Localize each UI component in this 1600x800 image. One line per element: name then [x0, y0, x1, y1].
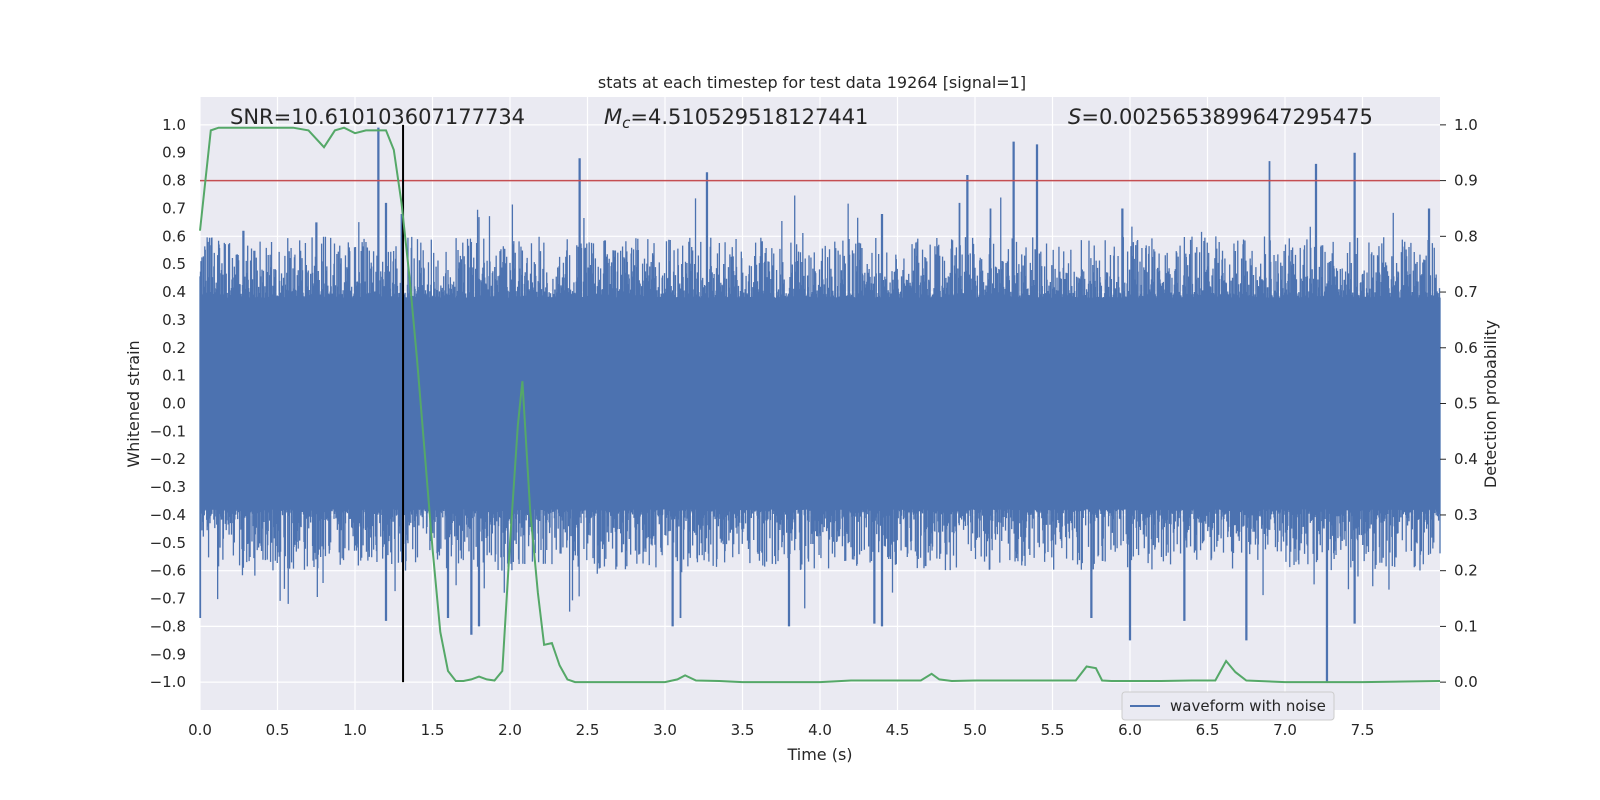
snr-annotation: SNR=10.610103607177734	[230, 105, 525, 129]
s-symbol: S	[1068, 105, 1081, 129]
y-right-tick-label: 1.0	[1454, 116, 1478, 134]
x-tick-label: 4.5	[886, 721, 910, 739]
y-axis-right-label: Detection probability	[1481, 320, 1500, 488]
x-tick-label: 2.5	[576, 721, 600, 739]
x-tick-label: 6.0	[1118, 721, 1142, 739]
x-axis-ticks: 0.0 0.5 1.0 1.5 2.0 2.5 3.0 3.5 4.0 4.5 5.0 5.5 6.0 6…	[188, 721, 1374, 739]
y-right-tick-label: 0.6	[1454, 339, 1478, 357]
s-value: =0.0025653899647295475	[1081, 105, 1373, 129]
y-left-tick-label: 0.2	[162, 339, 186, 357]
y-left-tick-label: −0.6	[150, 562, 186, 580]
x-tick-label: 1.0	[343, 721, 367, 739]
y-right-tick-label: 0.4	[1454, 450, 1478, 468]
y-left-tick-label: 0.8	[162, 172, 186, 190]
y-left-tick-label: −0.5	[150, 534, 186, 552]
y-right-tick-label: 0.3	[1454, 506, 1478, 524]
waveform-trace	[199, 127, 1441, 683]
x-tick-label: 4.0	[808, 721, 832, 739]
chirp-mass-subscript: c	[622, 114, 631, 132]
x-tick-label: 0.0	[188, 721, 212, 739]
y-axis-left-ticks: 1.0 0.9 0.8 0.7 0.6 0.5 0.4 0.3 0.2 0.1 0.0 −0.1 −0.…	[150, 116, 186, 691]
y-right-tick-label: 0.9	[1454, 172, 1478, 190]
x-tick-label: 6.5	[1196, 721, 1220, 739]
x-tick-label: 5.5	[1041, 721, 1065, 739]
x-tick-label: 0.5	[266, 721, 290, 739]
x-tick-label: 3.0	[653, 721, 677, 739]
x-tick-label: 3.5	[731, 721, 755, 739]
y-left-tick-label: −0.3	[150, 478, 186, 496]
y-left-tick-label: −0.8	[150, 617, 186, 635]
y-left-tick-label: 0.7	[162, 199, 186, 217]
y-right-tick-label: 0.8	[1454, 227, 1478, 245]
y-right-tick-label: 0.5	[1454, 395, 1478, 413]
legend: waveform with noise	[1121, 691, 1335, 721]
y-left-tick-label: 0.1	[162, 367, 186, 385]
s-annotation: S=0.0025653899647295475	[1068, 105, 1373, 129]
y-axis-left-label: Whitened strain	[124, 340, 143, 467]
x-tick-label: 7.5	[1351, 721, 1375, 739]
y-left-tick-label: −0.2	[150, 450, 186, 468]
y-left-tick-label: −1.0	[150, 673, 186, 691]
y-right-tick-label: 0.2	[1454, 562, 1478, 580]
y-right-tick-label: 0.1	[1454, 617, 1478, 635]
detection-probability-line	[199, 126, 1441, 684]
waveform-series	[199, 127, 1441, 683]
y-left-tick-label: 0.9	[162, 144, 186, 162]
y-left-tick-label: 0.3	[162, 311, 186, 329]
y-left-tick-label: 0.6	[162, 227, 186, 245]
x-tick-label: 5.0	[963, 721, 987, 739]
chart-title: stats at each timestep for test data 192…	[598, 73, 1026, 92]
y-left-tick-label: 0.0	[162, 395, 186, 413]
y-left-tick-label: −0.9	[150, 645, 186, 663]
chirp-mass-value: =4.510529518127441	[630, 105, 868, 129]
y-left-tick-label: −0.4	[150, 506, 186, 524]
y-left-tick-label: 1.0	[162, 116, 186, 134]
chirp-mass-symbol: M	[604, 105, 622, 129]
y-right-tick-label: 0.0	[1454, 673, 1478, 691]
y-left-tick-label: −0.1	[150, 422, 186, 440]
legend-label: waveform with noise	[1170, 697, 1326, 715]
y-left-tick-label: −0.7	[150, 590, 186, 608]
x-tick-label: 7.0	[1273, 721, 1297, 739]
y-left-tick-label: 0.5	[162, 255, 186, 273]
y-left-tick-label: 0.4	[162, 283, 186, 301]
x-axis-label: Time (s)	[786, 745, 852, 764]
y-axis-right-ticks: 1.0 0.9 0.8 0.7 0.6 0.5 0.4 0.3 0.2 0.1 0.0	[1440, 116, 1478, 691]
y-right-tick-label: 0.7	[1454, 283, 1478, 301]
x-tick-label: 1.5	[421, 721, 445, 739]
legend-box	[1121, 691, 1335, 721]
x-tick-label: 2.0	[498, 721, 522, 739]
chirp-mass-annotation: Mc=4.510529518127441	[604, 105, 868, 132]
